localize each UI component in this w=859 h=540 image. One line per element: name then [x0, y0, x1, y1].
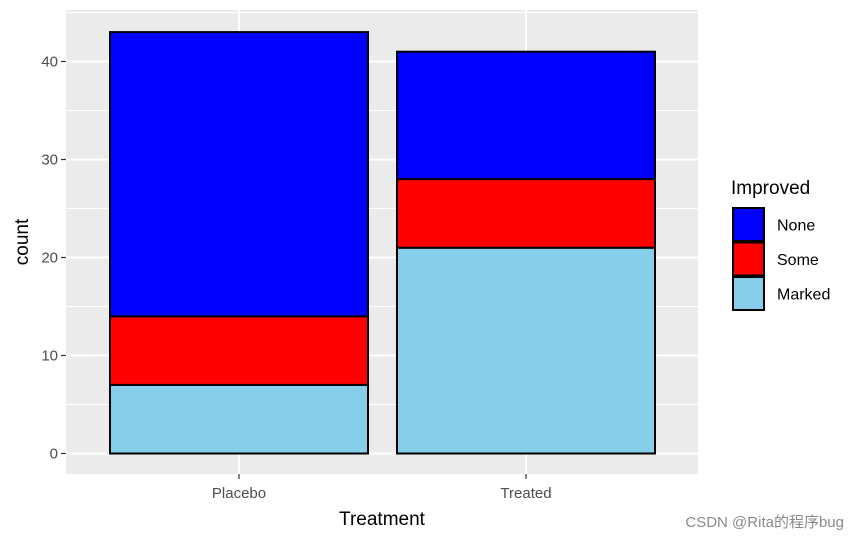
bar-segment-placebo-marked: [109, 383, 369, 455]
bar-segment-placebo-none: [109, 31, 369, 318]
y-tick-label: 0: [50, 446, 58, 463]
y-tick-label: 20: [41, 250, 58, 267]
y-tick-label: 40: [41, 54, 58, 71]
x-axis-title: Treatment: [339, 509, 426, 530]
y-axis-ticks: 0 10 20 30 40: [41, 54, 66, 463]
x-tick-label-treated: Treated: [500, 485, 551, 502]
x-tick-label-placebo: Placebo: [212, 485, 266, 502]
watermark: CSDN @Rita的程序bug: [685, 514, 844, 531]
bar-segment-treated-marked: [396, 246, 656, 455]
legend-key-none: [732, 207, 765, 242]
bar-segment-treated-some: [396, 178, 656, 249]
legend-key-marked: [732, 276, 765, 311]
legend-label-marked: Marked: [777, 287, 830, 304]
y-axis-title: count: [12, 218, 33, 265]
legend-label-none: None: [777, 218, 815, 235]
x-axis-ticks: Placebo Treated: [212, 474, 552, 502]
bar-segment-treated-none: [396, 50, 656, 181]
bar-segment-placebo-some: [109, 315, 369, 386]
y-tick-label: 30: [41, 152, 58, 169]
legend-key-some: [732, 241, 765, 277]
y-tick-label: 10: [41, 348, 58, 365]
legend: Improved None Some Marked: [731, 178, 830, 311]
bars: [109, 31, 656, 455]
legend-title: Improved: [731, 178, 810, 199]
legend-label-some: Some: [777, 252, 819, 269]
